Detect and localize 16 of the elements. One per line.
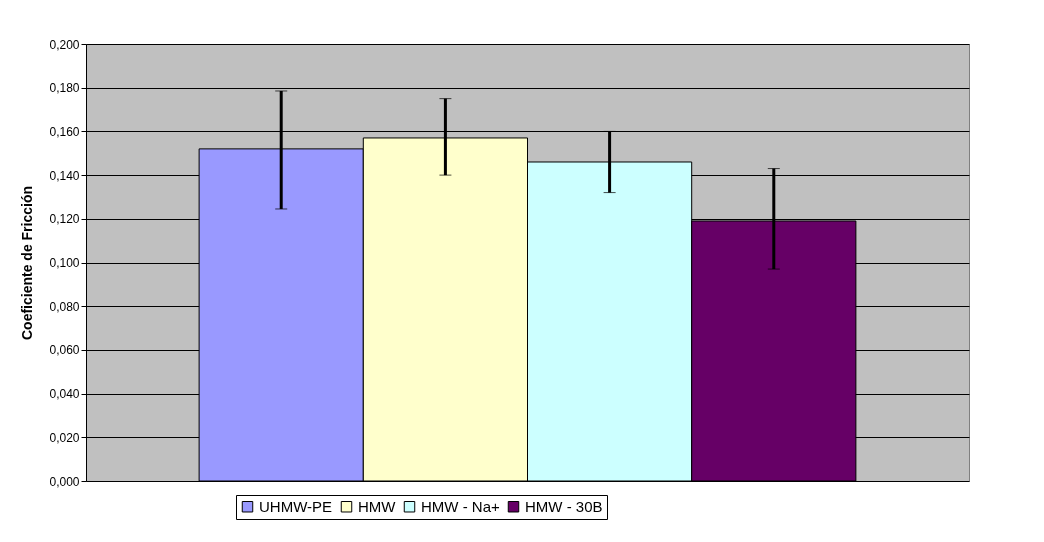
legend-label: HMW - Na+ <box>421 497 500 515</box>
y-axis-title: Coeficiente de Fricción <box>19 185 36 341</box>
y-tick-label: 0,180 <box>49 81 80 96</box>
legend-label: HMW <box>358 497 397 515</box>
y-tick-label: 0,000 <box>49 474 80 489</box>
legend-label: UHMW-PE <box>259 497 333 515</box>
y-tick-label: 0,120 <box>49 212 80 227</box>
y-tick-label: 0,040 <box>49 387 80 402</box>
legend-label: HMW - 30B <box>525 497 603 515</box>
y-tick-label: 0,020 <box>49 430 80 445</box>
y-tick-label: 0,160 <box>49 124 80 139</box>
y-tick-label: 0,080 <box>49 299 80 314</box>
y-tick-label: 0,140 <box>49 168 80 183</box>
y-tick-label: 0,060 <box>49 343 80 358</box>
y-tick-label: 0,200 <box>49 37 80 52</box>
y-tick-label: 0,100 <box>49 256 80 270</box>
